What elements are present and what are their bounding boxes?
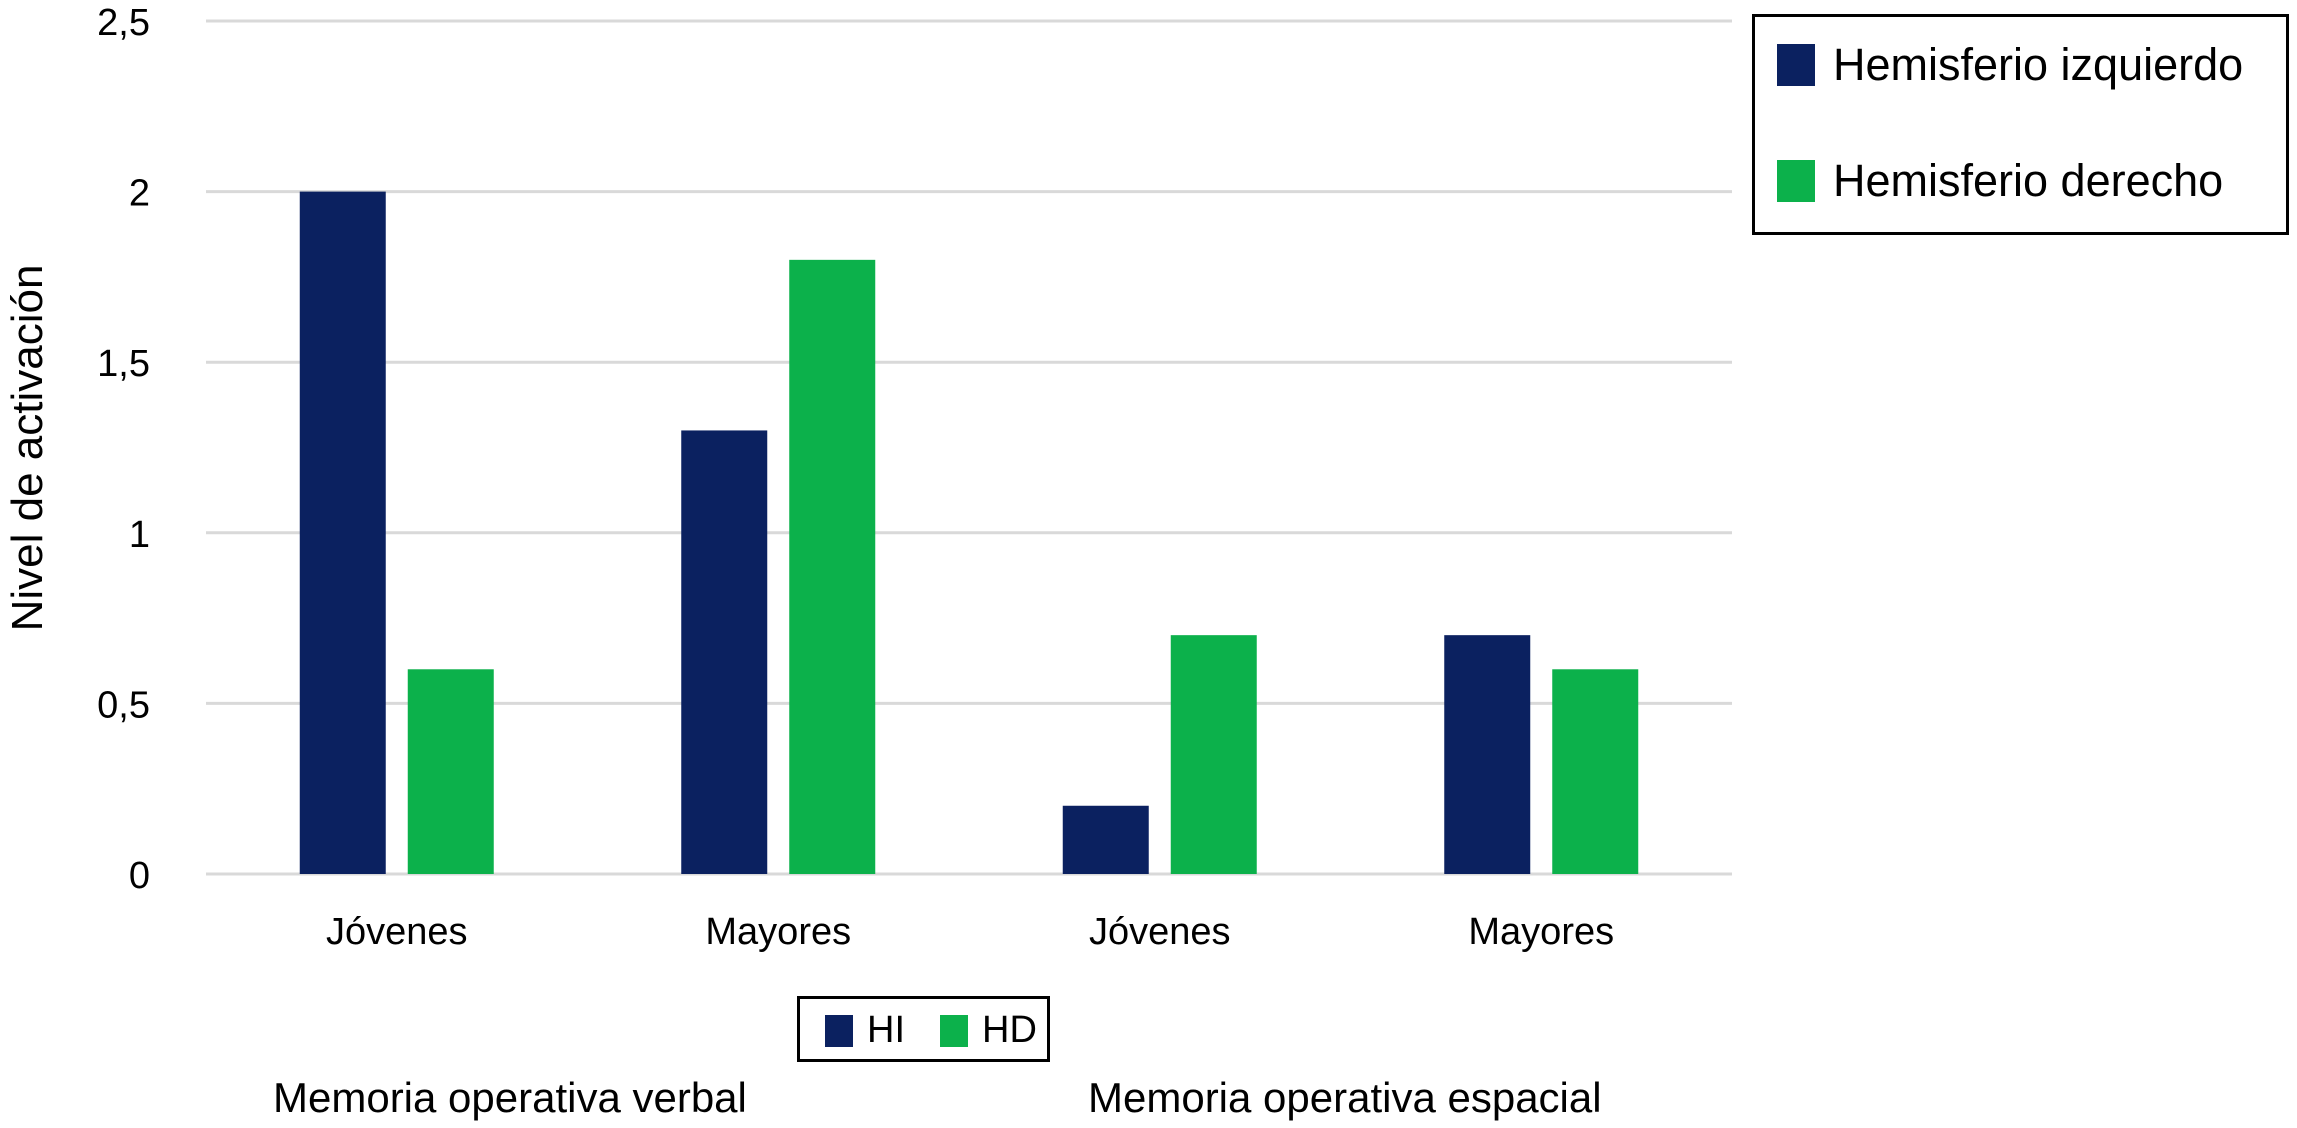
legend-swatch-hi [825,1014,853,1047]
legend-swatch-hd [940,1014,968,1047]
legend-item-hi: HI [825,1009,905,1052]
x-tick-label: Mayores [1468,911,1614,953]
group-label-verbal: Memoria operativa verbal [273,1074,747,1121]
legend-label: HD [982,1009,1037,1051]
legend-swatch-hd [1777,160,1815,202]
legend-item-hemisferio-derecho: Hemisferio derecho [1777,155,2223,207]
bar-hi [1444,635,1531,874]
x-tick-label: Jóvenes [1089,911,1231,953]
bar-hd [1552,669,1639,874]
y-tick-label: 1 [129,514,150,556]
x-tick-label: Jóvenes [326,911,468,953]
legend-swatch-hi [1777,44,1815,86]
legend-label: Hemisferio izquierdo [1833,39,2244,90]
legend-item-hd: HD [940,1009,1037,1052]
y-tick-label: 2,5 [97,2,150,44]
x-tick-label: Mayores [705,911,851,953]
bar-hd [407,669,494,874]
y-tick-label: 2 [129,173,150,215]
bar-hi [681,430,768,874]
y-tick-label: 1,5 [97,343,150,385]
legend-item-hemisferio-izquierdo: Hemisferio izquierdo [1777,39,2243,91]
legend-short: HI HD [797,996,1050,1062]
y-tick-label: 0 [129,855,150,897]
bar-hi [1062,805,1149,874]
bar-hd [1170,635,1257,874]
y-axis-label: Nivel de activación [3,265,52,632]
legend-label: Hemisferio derecho [1833,155,2224,206]
group-label-espacial: Memoria operativa espacial [1088,1074,1602,1121]
bar-hi [299,191,386,875]
bar-hd [789,259,876,875]
legend-label: HI [867,1009,905,1051]
legend-main: Hemisferio izquierdo Hemisferio derecho [1752,14,2289,235]
y-tick-label: 0,5 [97,684,150,726]
